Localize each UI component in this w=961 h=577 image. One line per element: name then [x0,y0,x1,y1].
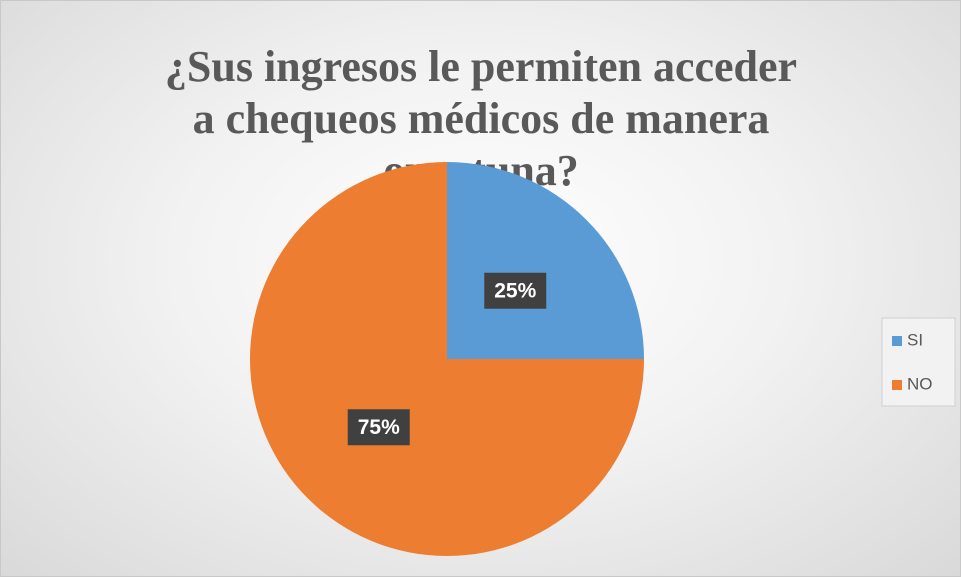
data-label-box [484,272,547,309]
data-label: 25% [494,279,536,302]
pie-slice [447,162,644,359]
data-label: 75% [358,416,400,439]
legend-box [881,317,956,407]
legend-label: NO [907,374,933,393]
legend-swatch [892,336,902,346]
legend-label: SI [907,330,923,349]
legend-swatch [892,380,902,390]
pie-slice [250,162,644,556]
data-label-box [347,409,410,446]
chart-title: ¿Sus ingresos le permiten acceder a cheq… [164,42,798,195]
